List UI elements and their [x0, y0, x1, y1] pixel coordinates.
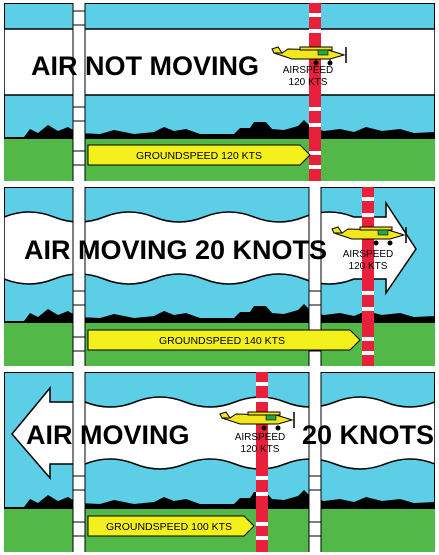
airspeed-marker — [256, 372, 268, 552]
airspeed-label: AIRSPEED — [283, 65, 334, 76]
groundspeed-arrow — [87, 329, 361, 351]
groundspeed-label: GROUNDSPEED 120 KTS — [136, 150, 262, 162]
panel-title: AIR NOT MOVING — [31, 51, 259, 81]
airspeed-label: AIRSPEED — [235, 432, 286, 443]
airplane-icon — [271, 46, 347, 66]
treeline-silhouette — [4, 120, 435, 139]
treeline-silhouette — [4, 490, 435, 509]
airspeed-value: 120 KTS — [349, 261, 388, 272]
reference-post — [72, 187, 86, 366]
groundspeed-arrow — [87, 144, 311, 166]
airspeed-marker — [362, 187, 374, 366]
groundspeed-label: GROUNDSPEED 140 KTS — [159, 335, 285, 347]
original-position-post — [308, 372, 322, 552]
reference-post — [72, 372, 86, 552]
airspeed-value: 120 KTS — [289, 77, 328, 88]
groundspeed-arrow — [87, 515, 255, 537]
diagram-panel-1: GROUNDSPEED 120 KTS AIR NOT MOVING AIRSP… — [4, 3, 435, 181]
panel-air-not-moving: GROUNDSPEED 120 KTS AIR NOT MOVING AIRSP… — [4, 3, 435, 181]
diagram-panel-3: GROUNDSPEED 100 KTS AIR MOVING 20 KNOTS … — [4, 372, 435, 552]
groundspeed-label: GROUNDSPEED 100 KTS — [106, 521, 232, 533]
airspeed-value: 120 KTS — [241, 444, 280, 455]
panel-title-left: AIR MOVING — [26, 420, 190, 450]
panel-air-moving-headwind: GROUNDSPEED 100 KTS AIR MOVING 20 KNOTS … — [4, 372, 435, 552]
panel-title: AIR MOVING 20 KNOTS — [24, 235, 327, 265]
diagram-panel-2: GROUNDSPEED 140 KTS AIR MOVING 20 KNOTS … — [4, 187, 435, 366]
panel-air-moving-20: GROUNDSPEED 140 KTS AIR MOVING 20 KNOTS … — [4, 187, 435, 366]
treeline-silhouette — [4, 304, 435, 323]
airspeed-marker — [309, 3, 321, 181]
airspeed-label: AIRSPEED — [343, 249, 394, 260]
airplane-icon — [331, 226, 407, 246]
panel-title-right: 20 KNOTS — [302, 420, 434, 450]
airplane-icon — [219, 411, 295, 431]
reference-post — [72, 3, 86, 181]
